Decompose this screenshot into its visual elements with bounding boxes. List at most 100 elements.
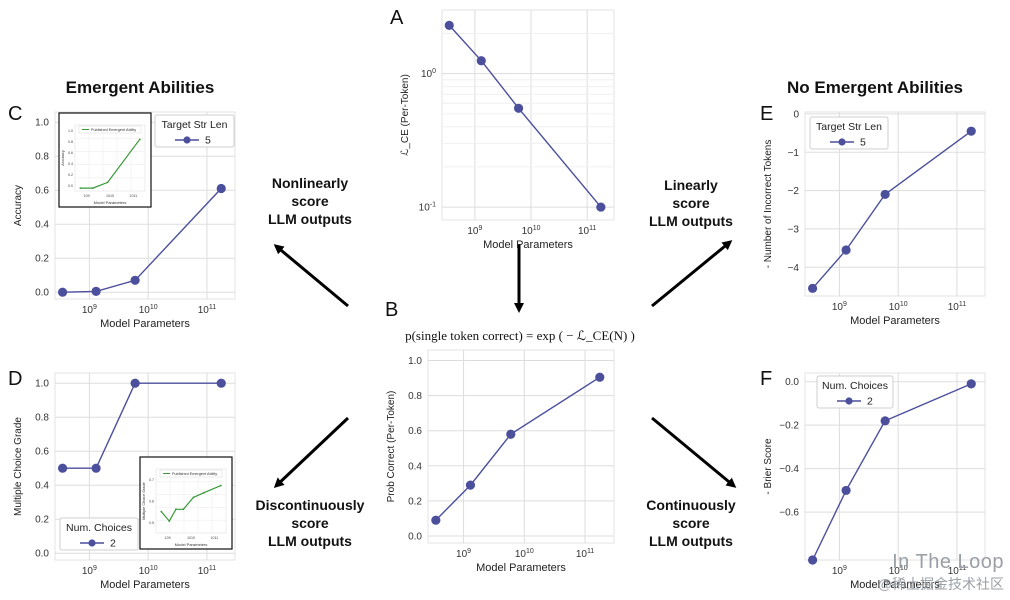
inset-legend-label: Published Emergent Ability bbox=[91, 128, 136, 132]
x-tick-label: 109 bbox=[832, 565, 847, 577]
x-tick-label: 1011 bbox=[578, 225, 596, 237]
chart-D: D 109 1010 1011 0.0 0.2 0.4 0.6 0.8 1.0 Model Para… bbox=[8, 368, 236, 591]
x-tick-label: 1011 bbox=[948, 301, 966, 313]
arrow-to-e bbox=[651, 240, 733, 308]
y-axis-label: ℒ_CE (Per-Token) bbox=[400, 74, 411, 156]
inset-legend-box bbox=[159, 469, 223, 478]
y-tick-label: 0.4 bbox=[35, 481, 49, 492]
inset-y-tick-label: 0.4 bbox=[68, 162, 73, 166]
legend-entry: 2 bbox=[867, 396, 873, 408]
data-point bbox=[880, 189, 890, 200]
data-point bbox=[465, 480, 476, 490]
inset-x-tick-label: 109 bbox=[165, 536, 171, 540]
x-axis-label: Model Parameters bbox=[483, 239, 573, 251]
arrow-to-c bbox=[273, 244, 349, 308]
data-point bbox=[57, 287, 68, 297]
inset-series-line bbox=[80, 138, 141, 189]
inset-y-tick-label: 0.5 bbox=[149, 521, 154, 525]
y-tick-label: 0.2 bbox=[35, 515, 49, 526]
inset-y-tick-label: 0.6 bbox=[149, 500, 154, 504]
legend-title: Target Str Len bbox=[816, 121, 882, 133]
inset-y-tick-label: 0.8 bbox=[68, 140, 73, 144]
panel-letter-B: B bbox=[385, 299, 398, 321]
y-tick-label: 10-1 bbox=[419, 202, 436, 214]
y-tick-label: 0.8 bbox=[35, 152, 49, 163]
data-point bbox=[216, 378, 226, 388]
y-tick-label: −0.6 bbox=[779, 508, 799, 519]
legend: Target Str Len 5 bbox=[154, 114, 235, 148]
y-tick-label: 100 bbox=[421, 68, 436, 80]
y-tick-label: −3 bbox=[788, 224, 800, 235]
data-point bbox=[513, 103, 524, 113]
x-tick-label: 1011 bbox=[576, 548, 594, 560]
legend-swatch-marker bbox=[88, 539, 96, 547]
y-tick-label: 0.6 bbox=[35, 186, 49, 197]
inset-data-point bbox=[203, 491, 205, 494]
caption-d-line3: LLM outputs bbox=[268, 533, 352, 549]
caption-e-line2: score bbox=[672, 195, 710, 211]
y-tick-label: 0 bbox=[793, 109, 799, 120]
x-tick-label: 109 bbox=[832, 301, 847, 313]
inset-y-axis-label: Accuracy bbox=[61, 150, 65, 166]
arrow-to-f bbox=[651, 416, 737, 488]
y-tick-label: −4 bbox=[788, 263, 800, 274]
data-point bbox=[57, 463, 68, 473]
x-tick-label: 1011 bbox=[198, 565, 216, 577]
legend-box bbox=[816, 375, 894, 409]
y-tick-label: −1 bbox=[788, 148, 800, 159]
caption-d-line2: score bbox=[291, 515, 329, 531]
caption-f-line1: Continuously bbox=[646, 497, 736, 513]
data-point bbox=[880, 416, 890, 426]
data-point bbox=[841, 485, 851, 496]
inset-x-axis-label: Model Parameters bbox=[175, 542, 208, 547]
y-axis-label: - Brier Score bbox=[763, 438, 774, 495]
y-tick-label: −0.4 bbox=[779, 464, 799, 475]
data-point bbox=[596, 202, 606, 212]
caption-c-line2: score bbox=[291, 193, 329, 209]
data-point bbox=[807, 555, 818, 565]
legend-entry: 2 bbox=[110, 538, 116, 550]
inset-y-axis-label: Multiple Choice Grade bbox=[142, 482, 146, 520]
chart-F: F 109 1010 1011 0.0 −0.2 −0.4 −0.6 Model Paramet… bbox=[760, 368, 986, 591]
data-point bbox=[966, 126, 976, 136]
caption-e-line1: Linearly bbox=[664, 177, 718, 193]
legend-title: Num. Choices bbox=[66, 522, 132, 534]
y-tick-label: 0.6 bbox=[35, 447, 49, 458]
inset-data-point bbox=[192, 496, 195, 499]
series-line bbox=[812, 130, 972, 289]
x-axis-label: Model Parameters bbox=[100, 318, 190, 330]
inset-legend-label: Published Emergent Ability bbox=[172, 472, 217, 476]
caption-c-line3: LLM outputs bbox=[268, 211, 352, 227]
inset-x-tick-label: 1011 bbox=[129, 194, 137, 198]
legend-swatch-marker bbox=[838, 138, 846, 146]
inset-x-tick-label: 1011 bbox=[210, 536, 218, 540]
data-point bbox=[431, 515, 441, 525]
watermark-title: In The Loop bbox=[892, 551, 1004, 573]
inset-y-tick-label: 0.2 bbox=[68, 173, 73, 177]
inset-data-point bbox=[168, 520, 171, 523]
y-tick-label: 0.4 bbox=[35, 220, 49, 231]
series-line bbox=[811, 383, 972, 561]
series-line bbox=[62, 188, 222, 293]
x-tick-label: 1010 bbox=[139, 304, 158, 316]
plot-area bbox=[427, 349, 615, 544]
caption-d-line1: Discontinuously bbox=[256, 497, 365, 513]
inset-x-tick-label: 1010 bbox=[106, 194, 114, 198]
chart-C: C 109 1010 1011 0.0 0.2 0.4 0.6 0.8 1.0 Model Para… bbox=[8, 103, 236, 330]
legend-box bbox=[59, 517, 139, 551]
inset-data-point bbox=[182, 508, 185, 511]
chart-A: A 109 1010 1011 10-1 100 Model Parameters ℒ_CE … bbox=[390, 7, 615, 251]
legend-title: Num. Choices bbox=[822, 380, 888, 392]
inset-y-tick-label: 0.0 bbox=[68, 184, 73, 188]
x-tick-label: 1010 bbox=[889, 301, 908, 313]
x-tick-label: 1010 bbox=[139, 565, 158, 577]
y-tick-label: 0.0 bbox=[35, 288, 49, 299]
legend-entry: 5 bbox=[860, 137, 866, 149]
x-tick-label: 1010 bbox=[522, 225, 541, 237]
heading-emergent: Emergent Abilities bbox=[66, 78, 215, 97]
legend-entry: 5 bbox=[205, 135, 211, 147]
inset-plot-area bbox=[74, 124, 146, 192]
data-point bbox=[91, 286, 101, 296]
data-point bbox=[476, 56, 486, 66]
x-tick-label: 109 bbox=[456, 548, 471, 560]
